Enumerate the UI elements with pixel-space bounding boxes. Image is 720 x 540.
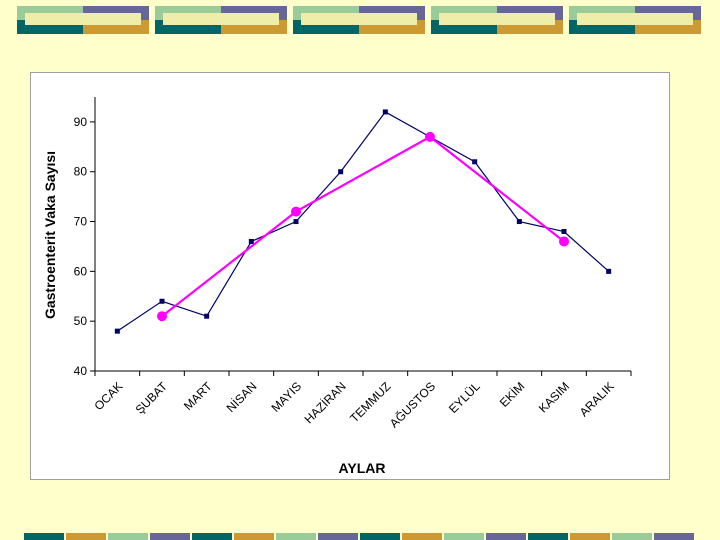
- x-tick-label: HAZİRAN: [302, 379, 349, 426]
- chart-panel: 40 50 60 70 80 90 OCAK ŞUBAT MART NİSAN MAYIS HAZİR…: [30, 72, 670, 480]
- series-observed-point: [159, 298, 165, 304]
- banner-block-4: [431, 6, 563, 34]
- series-seasonal-point: [425, 131, 435, 142]
- banner-strip-2: [66, 533, 106, 540]
- series-observed-point: [472, 159, 478, 165]
- series-observed-point: [114, 328, 120, 334]
- series-seasonal-line: [161, 135, 565, 318]
- series-observed-point: [606, 268, 612, 274]
- banner-strip-6: [234, 533, 274, 540]
- x-tick-label: ŞUBAT: [133, 379, 171, 417]
- series-observed-point: [382, 109, 388, 115]
- series-observed-line: [116, 111, 610, 332]
- banner-strip-10: [402, 533, 442, 540]
- y-axis-title: Gastroenterit Vaka Sayısı: [42, 150, 58, 320]
- banner-strip-9: [360, 533, 400, 540]
- x-tick-label: MART: [181, 379, 215, 413]
- banner-block-5: [569, 6, 701, 34]
- series-observed-point: [338, 169, 344, 175]
- y-tick-label: 60: [74, 264, 88, 278]
- series-observed-point: [204, 313, 210, 319]
- banner-block-1: [17, 6, 149, 34]
- decorative-banner-bottom: [24, 533, 694, 540]
- x-tick-label: EKİM: [497, 379, 528, 410]
- banner-block-2: [155, 6, 287, 34]
- decorative-banner-top: [17, 6, 701, 34]
- line-chart: 40 50 60 70 80 90 OCAK ŞUBAT MART NİSAN MAYISHAZİR…: [74, 97, 632, 431]
- x-tick-label: OCAK: [92, 379, 126, 413]
- x-tick-label: EYLÜL: [446, 379, 483, 416]
- banner-strip-5: [192, 533, 232, 540]
- banner-strip-7: [276, 533, 316, 540]
- x-axis-title: AYLAR: [338, 460, 386, 476]
- banner-strip-14: [570, 533, 610, 540]
- series-seasonal-point: [291, 206, 301, 217]
- banner-strip-16: [654, 533, 694, 540]
- x-tick-label: AĞUSTOS: [386, 379, 438, 431]
- banner-strip-3: [108, 533, 148, 540]
- x-tick-label: ARALIK: [577, 379, 617, 419]
- banner-strip-8: [318, 533, 358, 540]
- series-seasonal-point: [157, 311, 167, 322]
- banner-strip-15: [612, 533, 652, 540]
- series-observed-point: [293, 219, 299, 225]
- series-observed-point: [561, 229, 567, 235]
- banner-strip-1: [24, 533, 64, 540]
- banner-strip-13: [528, 533, 568, 540]
- series-seasonal-point: [559, 236, 569, 247]
- banner-strip-12: [486, 533, 526, 540]
- x-tick-label: NİSAN: [224, 379, 260, 415]
- series-observed-point: [248, 238, 254, 244]
- series-observed-point: [516, 219, 522, 225]
- banner-strip-11: [444, 533, 484, 540]
- banner-strip-4: [150, 533, 190, 540]
- y-tick-label: 40: [74, 364, 88, 378]
- y-tick-label: 80: [74, 165, 88, 179]
- y-tick-label: 90: [74, 115, 88, 129]
- x-tick-label: MAYIS: [268, 379, 304, 415]
- y-tick-label: 70: [74, 215, 88, 229]
- x-tick-label: TEMMUZ: [347, 379, 393, 425]
- y-tick-label: 50: [74, 314, 88, 328]
- banner-block-3: [293, 6, 425, 34]
- x-tick-label: KASIM: [536, 379, 572, 415]
